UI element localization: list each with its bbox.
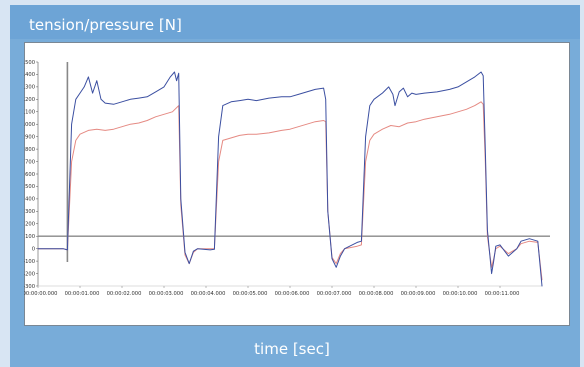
x-tick-label: 00:00:01.000 — [65, 291, 100, 297]
title-strip — [10, 5, 580, 39]
y-tick-label: -200 — [24, 271, 35, 277]
y-tick-label: -100 — [24, 259, 35, 265]
y-tick-label: 1100 — [24, 110, 35, 116]
chart-svg: 1500140013001200110010009008007006005004… — [24, 60, 550, 297]
y-tick-label: 100 — [25, 234, 35, 240]
y-tick-label: 600 — [25, 172, 35, 178]
plot-frame — [24, 42, 570, 326]
tension-series-line — [37, 71, 543, 287]
y-tick-label: -300 — [24, 284, 35, 290]
y-axis-title: tension/pressure [N] — [29, 16, 182, 34]
x-axis-title: time [sec] — [254, 340, 330, 358]
y-tick-label: 500 — [25, 184, 35, 190]
x-tick-label: 00:00:06.000 — [275, 291, 310, 297]
y-tick-label: 300 — [25, 209, 35, 215]
x-tick-label: 00:00:09.000 — [401, 291, 436, 297]
x-tick-label: 00:00:07.000 — [317, 291, 352, 297]
y-tick-label: 200 — [25, 222, 35, 228]
y-tick-label: 900 — [25, 134, 35, 140]
y-tick-label: 0 — [32, 246, 35, 252]
y-tick-label: 800 — [25, 147, 35, 153]
x-tick-label: 00:00:02.000 — [107, 291, 142, 297]
y-tick-label: 400 — [25, 197, 35, 203]
x-tick-label: 00:00:00.000 — [24, 291, 57, 297]
x-tick-label: 00:00:10.000 — [443, 291, 478, 297]
y-tick-label: 1500 — [24, 60, 35, 66]
x-tick-label: 00:00:11.000 — [485, 291, 520, 297]
x-tick-label: 00:00:05.000 — [233, 291, 268, 297]
y-tick-label: 1400 — [24, 72, 35, 78]
y-tick-label: 1300 — [24, 85, 35, 91]
y-tick-label: 1200 — [24, 97, 35, 103]
x-tick-label: 00:00:04.000 — [191, 291, 226, 297]
x-tick-label: 00:00:08.000 — [359, 291, 394, 297]
pressure-series-line — [37, 101, 543, 281]
x-tick-label: 00:00:03.000 — [149, 291, 184, 297]
y-tick-label: 700 — [25, 159, 35, 165]
